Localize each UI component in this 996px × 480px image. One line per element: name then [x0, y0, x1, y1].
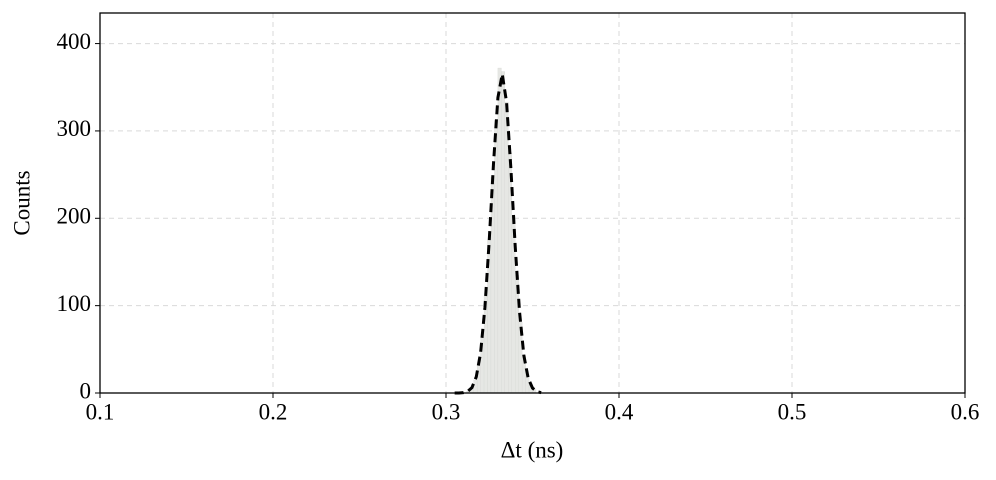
histogram-bar — [476, 364, 481, 394]
histogram-bar — [525, 374, 530, 394]
y-tick-label: 200 — [57, 204, 92, 229]
histogram-bar — [511, 215, 516, 394]
x-tick-label: 0.4 — [605, 399, 634, 424]
histogram-bar — [501, 71, 505, 394]
x-axis-label: Δt (ns) — [501, 437, 564, 462]
grid-layer — [99, 13, 966, 394]
x-tick-label: 0.1 — [86, 399, 115, 424]
y-tick-label: 400 — [57, 29, 92, 54]
x-tick-label: 0.6 — [951, 399, 980, 424]
y-tick-label: 100 — [57, 291, 92, 316]
y-axis-label: Counts — [9, 170, 34, 235]
fit-line — [454, 73, 542, 395]
histogram-bar — [497, 67, 502, 394]
y-tick-label: 300 — [57, 116, 92, 141]
histogram-bar — [504, 101, 509, 394]
y-tick-label: 0 — [80, 378, 92, 403]
histogram-bar — [473, 379, 478, 394]
axes-layer: 0.1 0.2 0.3 0.4 0.5 0.6 0 100 200 300 400 — [57, 29, 980, 424]
x-tick-label: 0.3 — [432, 399, 461, 424]
marks-layer — [454, 67, 542, 395]
x-tick-label: 0.5 — [778, 399, 807, 424]
histogram-bar — [483, 295, 488, 394]
x-tick-label: 0.2 — [259, 399, 288, 424]
plot-frame — [99, 12, 966, 394]
